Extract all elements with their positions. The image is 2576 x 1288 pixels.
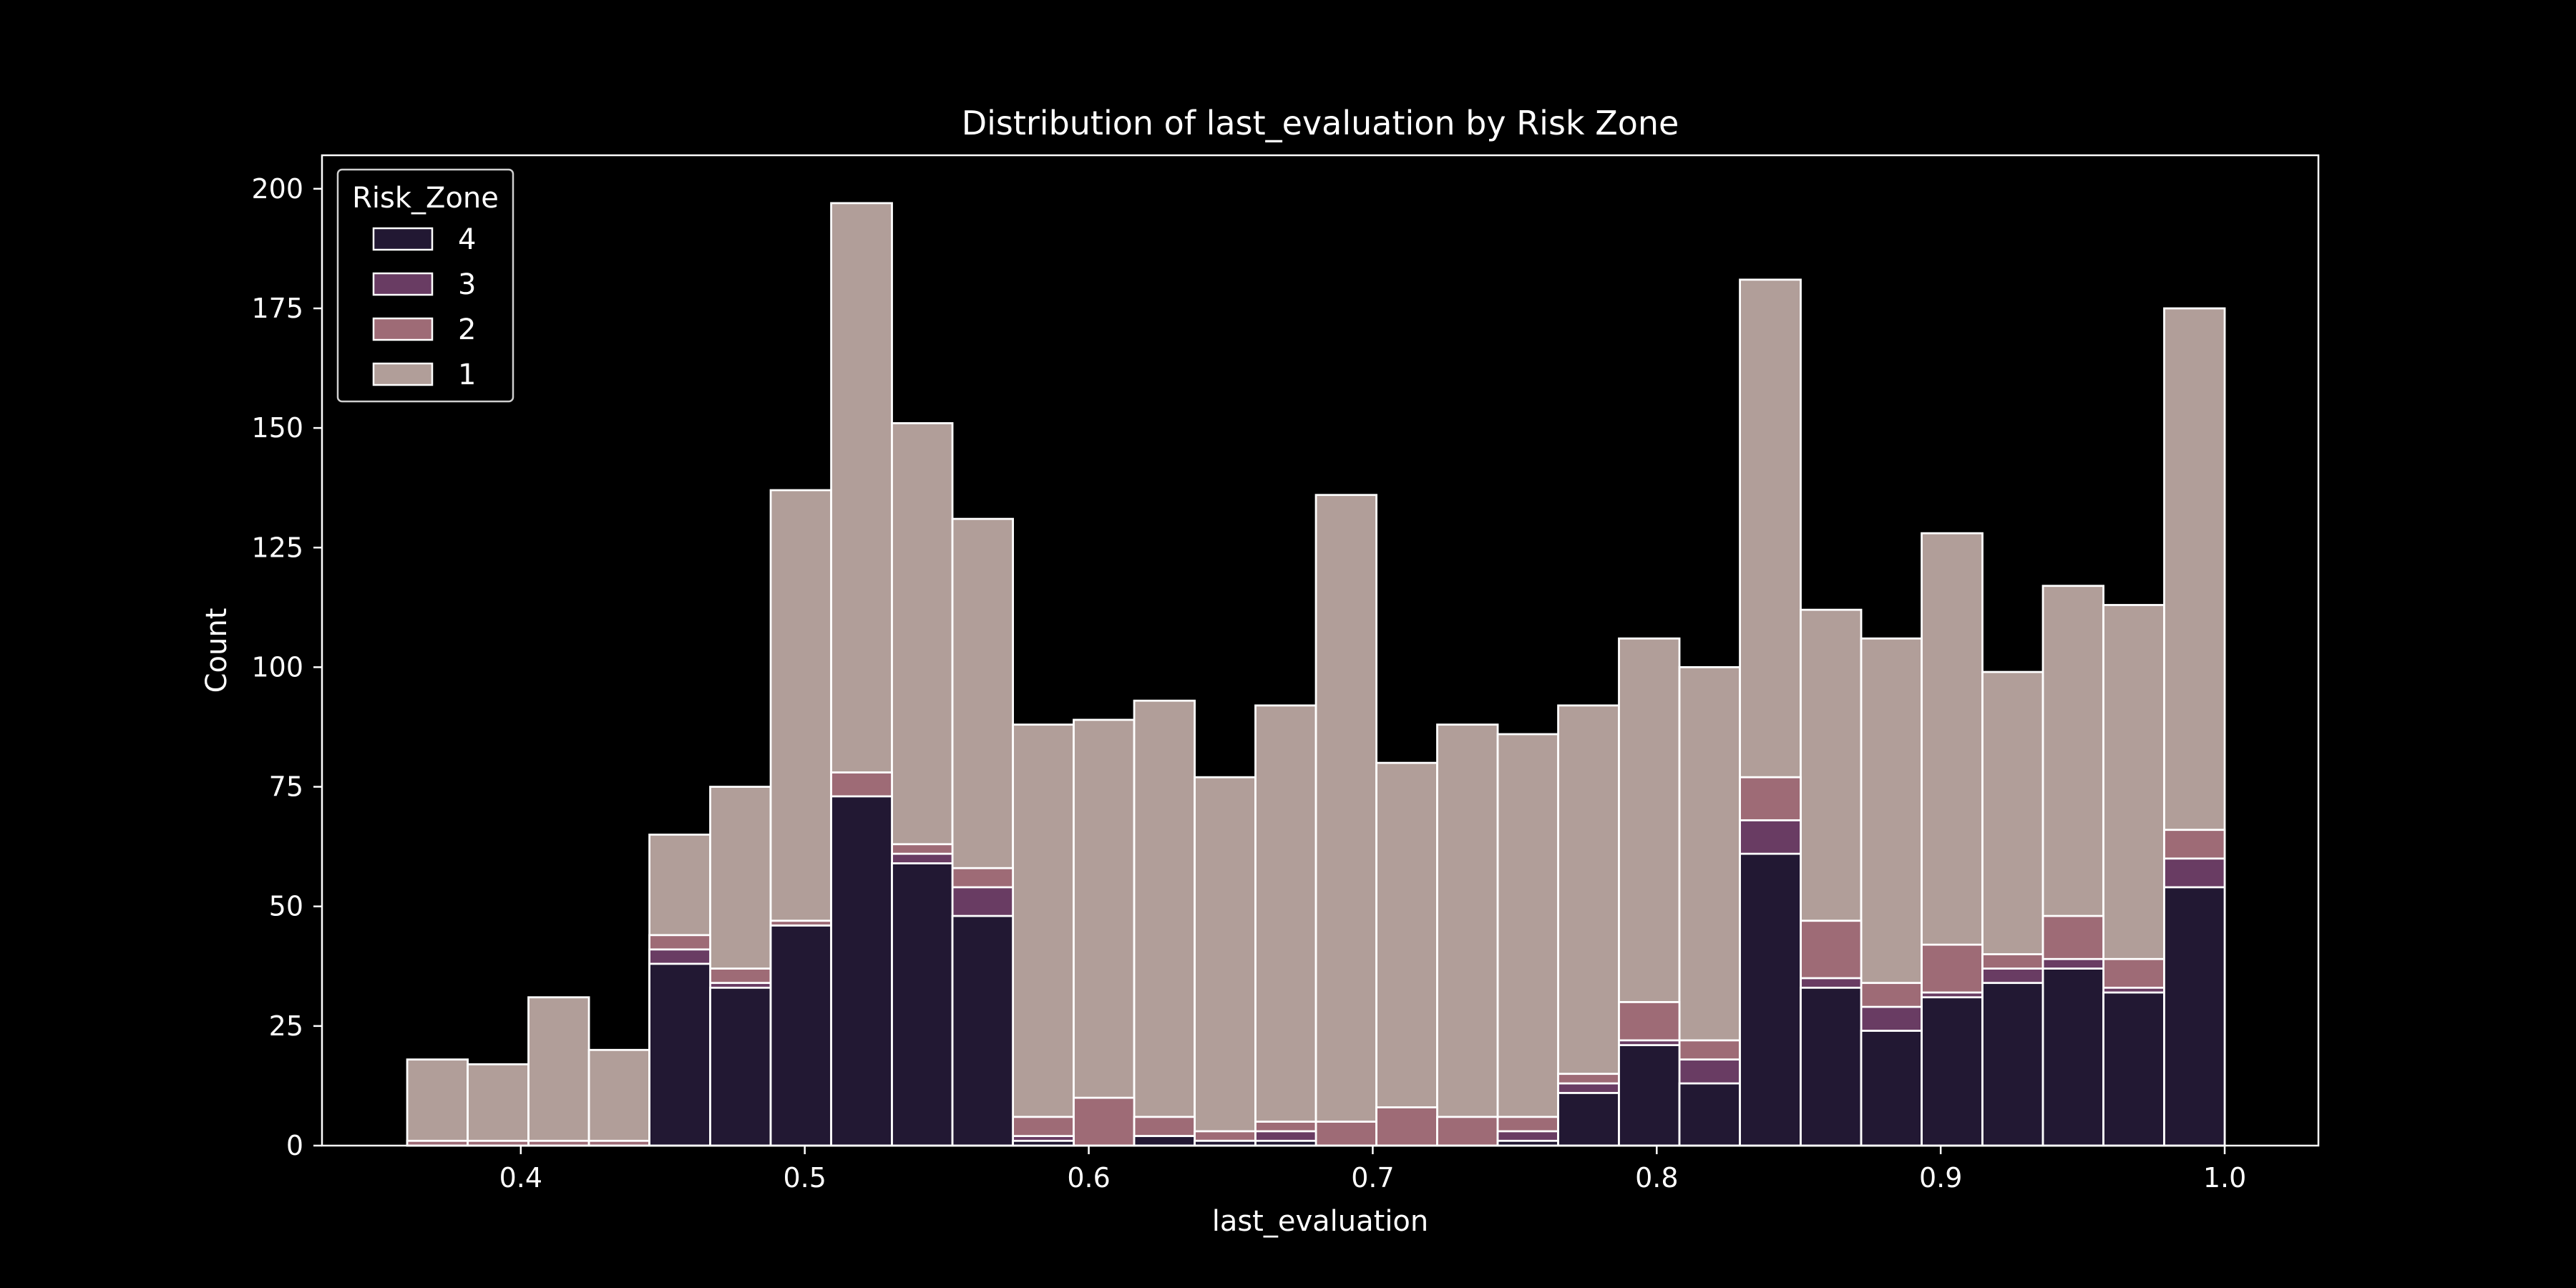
bar-zone-4-bin-24 bbox=[1860, 1030, 1923, 1147]
bar-zone-1-bin-12 bbox=[1133, 699, 1196, 1147]
bar-zone-1-bin-17 bbox=[1436, 723, 1499, 1147]
bar-zone-4-bin-5 bbox=[709, 986, 772, 1147]
legend-swatch-2 bbox=[372, 317, 434, 341]
bar-zone-1-bin-0 bbox=[406, 1058, 469, 1147]
bar-zone-4-bin-27 bbox=[2041, 967, 2104, 1147]
bar-zone-1-bin-3 bbox=[587, 1048, 650, 1147]
legend-label-1: 1 bbox=[458, 358, 476, 391]
x-axis-label: last_evaluation bbox=[1212, 1205, 1429, 1238]
bar-zone-4-bin-25 bbox=[1921, 996, 1984, 1147]
y-tick-label: 125 bbox=[251, 532, 303, 563]
legend-label-2: 2 bbox=[458, 313, 476, 346]
bar-zone-1-bin-10 bbox=[1012, 723, 1075, 1147]
bar-zone-4-bin-23 bbox=[1800, 986, 1863, 1147]
y-tick-label: 50 bbox=[269, 891, 303, 922]
bar-zone-4-bin-20 bbox=[1618, 1044, 1681, 1147]
y-tick-label: 75 bbox=[269, 771, 303, 803]
bar-zone-2-bin-15 bbox=[1314, 1121, 1377, 1147]
legend-swatch-1 bbox=[372, 362, 434, 386]
bar-zone-4-bin-19 bbox=[1557, 1092, 1620, 1147]
legend-label-3: 3 bbox=[458, 268, 476, 301]
x-tick-label: 0.7 bbox=[1351, 1162, 1394, 1194]
bar-zone-1-bin-1 bbox=[467, 1063, 530, 1147]
x-tick-label: 0.5 bbox=[783, 1162, 826, 1194]
legend-swatch-3 bbox=[372, 272, 434, 296]
bar-zone-4-bin-28 bbox=[2102, 991, 2165, 1147]
legend-label-4: 4 bbox=[458, 223, 476, 256]
plot-frame bbox=[321, 154, 2320, 1147]
legend-items: 4 3 2 1 bbox=[372, 223, 476, 391]
x-tick-label: 0.9 bbox=[1919, 1162, 1962, 1194]
bar-zone-2-bin-17 bbox=[1436, 1116, 1499, 1147]
bar-zone-1-bin-15 bbox=[1314, 494, 1377, 1147]
x-axis-ticks: 0.4 0.5 0.6 0.7 0.8 0.9 1.0 bbox=[499, 1146, 2246, 1194]
chart-title: Distribution of last_evaluation by Risk … bbox=[962, 104, 1679, 142]
bar-zone-4-bin-29 bbox=[2163, 886, 2226, 1147]
bar-zone-2-bin-16 bbox=[1375, 1106, 1438, 1147]
y-tick-label: 100 bbox=[251, 651, 303, 683]
y-tick-label: 0 bbox=[286, 1130, 303, 1161]
x-tick-label: 0.6 bbox=[1067, 1162, 1110, 1194]
bar-zone-4-bin-22 bbox=[1739, 852, 1802, 1147]
legend-swatch-4 bbox=[372, 227, 434, 251]
legend-title: Risk_Zone bbox=[352, 182, 499, 215]
bar-zone-4-bin-6 bbox=[769, 924, 832, 1147]
bar-zone-1-bin-2 bbox=[527, 996, 590, 1147]
y-tick-label: 175 bbox=[251, 293, 303, 324]
bar-zone-4-bin-8 bbox=[891, 862, 954, 1147]
bar-zone-4-bin-26 bbox=[1981, 982, 2044, 1147]
y-axis-ticks: 0 25 50 75 100 125 150 175 200 bbox=[251, 173, 322, 1161]
bar-zone-4-bin-9 bbox=[951, 914, 1014, 1147]
y-tick-label: 25 bbox=[269, 1010, 303, 1042]
bar-zone-1-bin-18 bbox=[1496, 733, 1559, 1147]
bar-zone-1-bin-13 bbox=[1194, 776, 1257, 1147]
x-tick-label: 0.4 bbox=[499, 1162, 542, 1194]
y-axis-label: Count bbox=[200, 608, 233, 693]
x-tick-label: 0.8 bbox=[1635, 1162, 1678, 1194]
bars-layer bbox=[406, 202, 2226, 1147]
bar-zone-2-bin-11 bbox=[1073, 1096, 1136, 1147]
bar-zone-4-bin-7 bbox=[830, 795, 893, 1147]
y-tick-label: 200 bbox=[251, 173, 303, 205]
bar-zone-4-bin-12 bbox=[1133, 1135, 1196, 1147]
y-tick-label: 150 bbox=[251, 412, 303, 444]
bar-zone-1-bin-14 bbox=[1254, 704, 1317, 1147]
bar-zone-4-bin-4 bbox=[648, 962, 711, 1147]
bar-zone-4-bin-21 bbox=[1678, 1082, 1741, 1147]
bar-zone-1-bin-16 bbox=[1375, 761, 1438, 1147]
legend: Risk_Zone 4 3 2 1 bbox=[336, 168, 514, 403]
x-tick-label: 1.0 bbox=[2203, 1162, 2246, 1194]
bar-zone-1-bin-11 bbox=[1073, 718, 1136, 1147]
